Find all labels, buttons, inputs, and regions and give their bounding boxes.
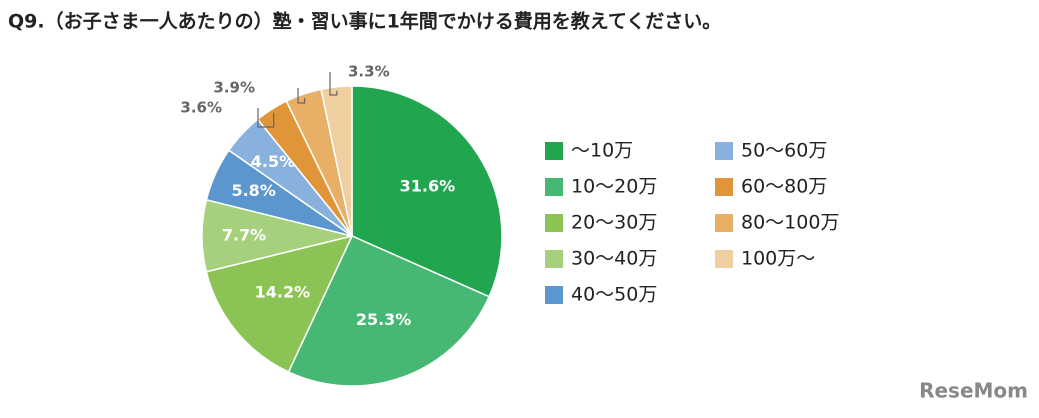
legend-swatch bbox=[545, 178, 563, 196]
legend-label: 40～50万 bbox=[571, 284, 657, 306]
legend-swatch bbox=[715, 214, 733, 232]
legend-swatch bbox=[545, 142, 563, 160]
legend-swatch bbox=[545, 214, 563, 232]
legend-label: 60～80万 bbox=[741, 176, 827, 198]
value-label: 14.2% bbox=[255, 283, 311, 302]
pie-slice bbox=[287, 235, 491, 387]
chart-title: Q9.（お子さま一人あたりの）塾・習い事に1年間でかける費用を教えてください。 bbox=[8, 10, 721, 33]
legend-label: 100万～ bbox=[741, 248, 815, 270]
legend-swatch bbox=[715, 142, 733, 160]
pie-slice bbox=[351, 85, 503, 298]
legend-label: 30～40万 bbox=[571, 248, 657, 270]
legend-label: ～10万 bbox=[571, 140, 633, 162]
value-label: 5.8% bbox=[231, 181, 275, 200]
value-label: 31.6% bbox=[400, 176, 456, 195]
legend-label: 20～30万 bbox=[571, 212, 657, 234]
value-label: 3.6% bbox=[180, 99, 222, 117]
watermark: ReseMom bbox=[919, 379, 1028, 403]
leader-line bbox=[257, 108, 275, 128]
value-label: 25.3% bbox=[356, 310, 412, 329]
pie-slice bbox=[205, 234, 354, 373]
value-label: 3.9% bbox=[213, 79, 255, 97]
leader-line bbox=[297, 88, 306, 104]
value-label: 7.7% bbox=[222, 225, 266, 244]
value-label: 3.3% bbox=[348, 63, 390, 81]
legend-label: 10～20万 bbox=[571, 176, 657, 198]
pie-slice bbox=[320, 85, 353, 237]
leader-line bbox=[329, 72, 338, 96]
value-label: 4.5% bbox=[251, 152, 295, 171]
legend-label: 50～60万 bbox=[741, 140, 827, 162]
legend-swatch bbox=[715, 178, 733, 196]
legend-label: 80～100万 bbox=[741, 212, 839, 234]
legend-swatch bbox=[545, 250, 563, 268]
legend-swatch bbox=[545, 286, 563, 304]
legend-swatch bbox=[715, 250, 733, 268]
